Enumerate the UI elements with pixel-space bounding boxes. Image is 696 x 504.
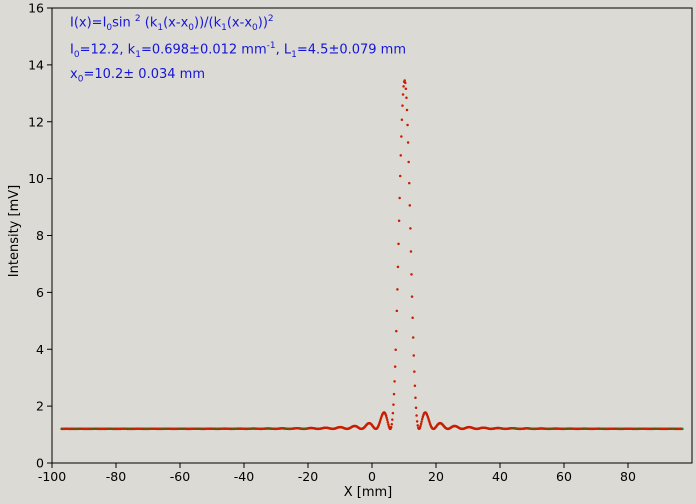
- y-tick-label: 8: [36, 228, 44, 243]
- data-point: [386, 420, 390, 424]
- fit-parameters-annotation: I0=12.2, k1=0.698±0.012 mm-1, L1=4.5±0.0…: [70, 41, 407, 60]
- data-point: [402, 85, 405, 88]
- data-point: [681, 427, 684, 431]
- data-point: [413, 370, 416, 373]
- data-point: [409, 227, 412, 230]
- data-point: [408, 204, 412, 207]
- y-tick-label: 2: [36, 399, 44, 414]
- data-point: [398, 174, 402, 178]
- data-point: [415, 420, 419, 423]
- data-point: [405, 96, 408, 100]
- data-point: [412, 354, 416, 357]
- data-point: [401, 104, 404, 107]
- x-tick-label: 0: [368, 469, 376, 484]
- data-point: [396, 288, 399, 291]
- data-point: [391, 418, 394, 421]
- x-tick-label: -60: [170, 469, 190, 484]
- data-point: [389, 425, 393, 429]
- data-point: [405, 108, 409, 112]
- data-point: [409, 250, 413, 253]
- y-tick-label: 12: [28, 114, 44, 129]
- data-point: [411, 336, 415, 339]
- data-point: [403, 79, 406, 82]
- data-point: [404, 81, 407, 85]
- data-point: [397, 242, 400, 246]
- data-point: [399, 154, 403, 157]
- data-point: [394, 348, 397, 352]
- data-point: [395, 309, 399, 313]
- x-tick-label: 60: [556, 469, 572, 484]
- data-point: [401, 93, 405, 96]
- x-tick-label: 20: [428, 469, 444, 484]
- data-point: [390, 423, 393, 426]
- data-point: [400, 118, 404, 122]
- data-point: [385, 416, 388, 419]
- data-point: [398, 196, 401, 200]
- data-point: [400, 135, 403, 138]
- data-point: [410, 273, 413, 276]
- axes: -100 -80 -60 -40 -20 0 20 40 60 80 0 2 4 6 8 10 12 14 16: [28, 1, 693, 484]
- data-point: [392, 392, 396, 396]
- data-point: [413, 384, 417, 388]
- data-point: [406, 123, 409, 127]
- formula-annotation: I(x)=I0sin 2 (k1(x-x0))/(k1(x-x0))2: [70, 14, 274, 33]
- data-point: [387, 423, 390, 426]
- data-point: [406, 141, 410, 144]
- data-point: [420, 417, 424, 421]
- data-point: [391, 411, 395, 415]
- x-tick-label: 80: [620, 469, 636, 484]
- data-point: [407, 160, 410, 164]
- y-tick-label: 10: [28, 171, 44, 186]
- data-point: [419, 424, 422, 428]
- y-axis-label: Intensity [mV]: [7, 185, 22, 277]
- data-point: [384, 414, 388, 418]
- y-tick-label: 14: [28, 57, 44, 72]
- y-tick-label: 16: [28, 1, 44, 16]
- y-tick-label: 6: [36, 285, 44, 300]
- data-point: [392, 403, 395, 406]
- data-point: [395, 329, 398, 333]
- x-axis-label: X [mm]: [344, 485, 393, 500]
- x-tick-label: -20: [298, 469, 318, 484]
- data-point: [420, 420, 423, 423]
- plot-area: [52, 8, 692, 463]
- data-point: [396, 265, 400, 269]
- data-point: [419, 422, 423, 426]
- data-points: [60, 79, 684, 431]
- data-point: [393, 380, 396, 383]
- data-point: [414, 406, 418, 409]
- data-point: [415, 414, 418, 417]
- data-point: [393, 365, 397, 368]
- data-point: [411, 316, 414, 319]
- x0-annotation: x0=10.2± 0.034 mm: [70, 67, 205, 85]
- x-tick-label: -80: [106, 469, 126, 484]
- data-point: [416, 424, 419, 427]
- data-point: [410, 295, 414, 298]
- x-tick-label: -100: [38, 469, 66, 484]
- data-point: [408, 181, 411, 185]
- data-point: [397, 219, 401, 223]
- data-point: [414, 396, 417, 400]
- y-tick-label: 0: [36, 456, 44, 471]
- y-tick-label: 4: [36, 342, 44, 357]
- data-point: [385, 418, 389, 422]
- x-tick-label: -40: [234, 469, 254, 484]
- data-point: [404, 87, 408, 90]
- x-tick-label: 40: [492, 469, 508, 484]
